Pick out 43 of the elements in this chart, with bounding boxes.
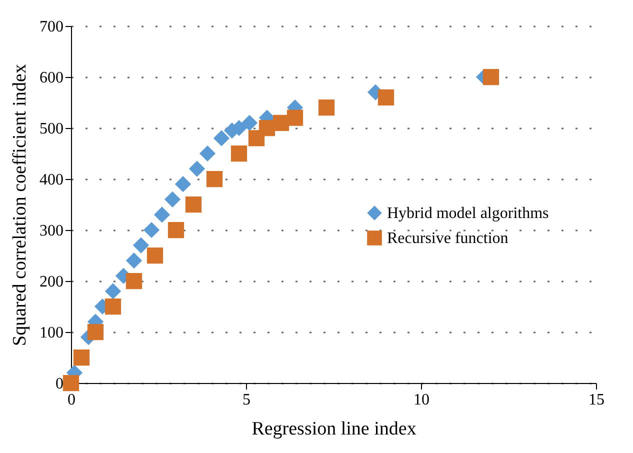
point — [154, 206, 170, 223]
point — [482, 68, 500, 86]
point — [174, 176, 192, 192]
point — [132, 237, 150, 254]
point — [146, 247, 164, 264]
point — [73, 349, 90, 366]
point — [318, 100, 335, 116]
point — [258, 120, 276, 136]
y-tick-label: 200 — [40, 274, 64, 290]
point — [272, 114, 290, 131]
point — [168, 222, 184, 238]
point — [241, 114, 258, 131]
y-tick-label: 500 — [40, 120, 64, 138]
point — [378, 89, 394, 106]
point — [206, 170, 223, 188]
point — [87, 324, 104, 340]
x-tick-label: 10 — [414, 392, 430, 408]
legend-label: Hybrid model algorithms — [387, 205, 549, 222]
x-tick-label: 15 — [588, 392, 604, 408]
point — [188, 160, 206, 177]
y-tick-label: 0 — [56, 376, 64, 392]
y-tick-label: 300 — [40, 222, 64, 240]
point — [164, 191, 181, 208]
point — [104, 298, 122, 315]
point — [213, 130, 230, 146]
y-tick-label: 100 — [40, 324, 64, 342]
point — [126, 272, 142, 290]
point — [104, 283, 122, 300]
legend-label: Recursive function — [387, 230, 508, 247]
point — [143, 222, 160, 238]
y-tick-label: 700 — [40, 18, 64, 36]
point — [286, 110, 304, 126]
y-tick-label: 600 — [40, 70, 64, 86]
point — [126, 252, 142, 269]
y-tick-label: 400 — [40, 172, 64, 188]
x-tick-label: 5 — [242, 392, 250, 408]
point — [185, 196, 202, 213]
x-axis-title: Regression line index — [252, 418, 417, 440]
point — [230, 145, 248, 162]
point — [62, 374, 80, 392]
x-tick-label: 0 — [68, 392, 76, 408]
point — [199, 145, 216, 162]
y-axis-title: Squared correlation coefficient index — [10, 64, 30, 346]
